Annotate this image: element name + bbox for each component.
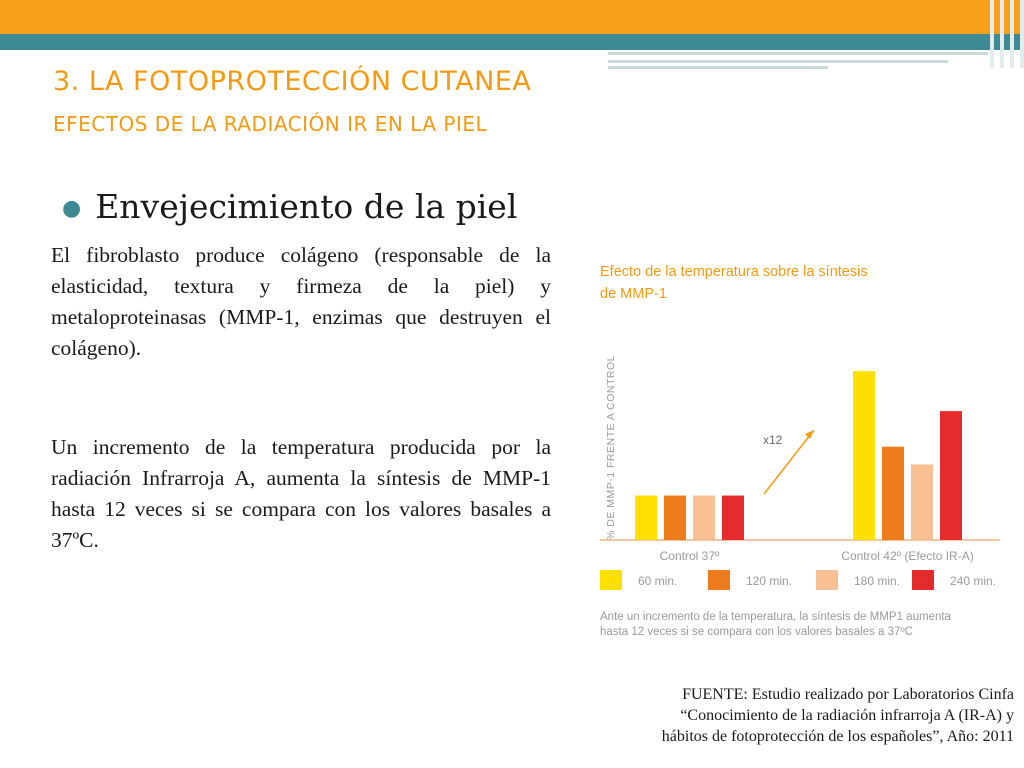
chart-annotation: x12 bbox=[763, 433, 783, 447]
legend-swatch bbox=[708, 570, 730, 590]
chart-title-line: Efecto de la temperatura sobre la síntes… bbox=[600, 264, 868, 280]
decorative-line bbox=[608, 60, 948, 63]
chart-title-line: de MMP-1 bbox=[600, 286, 667, 302]
bullet-heading: ● Envejecimiento de la piel bbox=[62, 184, 582, 232]
chart-bar bbox=[940, 411, 962, 540]
source-line: hábitos de fotoprotección de los español… bbox=[661, 728, 1014, 745]
chart-bar bbox=[693, 495, 715, 540]
legend-swatch bbox=[816, 570, 838, 590]
chart-bar bbox=[664, 495, 686, 540]
legend-label: 120 min. bbox=[746, 574, 792, 588]
chart-ylabel: % DE MMP-1 FRENTE A CONTROL bbox=[605, 355, 617, 540]
source-line: “Conocimiento de la radiación infrarroja… bbox=[680, 707, 1014, 724]
slide-title: 3. LA FOTOPROTECCIÓN CUTANEA bbox=[53, 66, 532, 97]
top-orange-bar bbox=[0, 0, 1024, 34]
paragraph-temperature: Un incremento de la temperatura producid… bbox=[51, 435, 551, 552]
chart-caption-line: Ante un incremento de la temperatura, la… bbox=[600, 611, 952, 623]
heading-text: Envejecimiento de la piel bbox=[95, 187, 518, 226]
chart-category-label: Control 37º bbox=[660, 549, 720, 563]
legend-label: 240 min. bbox=[950, 574, 996, 588]
bullet-icon: ● bbox=[62, 196, 82, 221]
decorative-line bbox=[608, 66, 828, 69]
source-citation: FUENTE: Estudio realizado por Laboratori… bbox=[594, 684, 1014, 747]
chart-bar bbox=[911, 464, 933, 540]
annotation-arrowhead-icon bbox=[805, 430, 814, 439]
chart-bar bbox=[882, 446, 904, 540]
chart-bar bbox=[635, 495, 657, 540]
chart-caption-line: hasta 12 veces si se compara con los val… bbox=[600, 626, 913, 638]
annotation-arrow-icon bbox=[763, 429, 815, 495]
decorative-vertical-lines bbox=[990, 0, 1024, 68]
decorative-line bbox=[608, 52, 988, 55]
mmp1-bar-chart: Efecto de la temperatura sobre la síntes… bbox=[600, 264, 1000, 638]
legend-swatch bbox=[912, 570, 934, 590]
paragraph-fibroblast: El fibroblasto produce colágeno (respons… bbox=[51, 243, 551, 360]
legend-swatch bbox=[600, 570, 622, 590]
legend-label: 180 min. bbox=[854, 574, 900, 588]
chart-bar bbox=[853, 371, 875, 540]
legend-label: 60 min. bbox=[638, 574, 677, 588]
top-teal-bar bbox=[0, 34, 1024, 50]
chart-category-label: Control 42º (Efecto IR-A) bbox=[841, 549, 973, 563]
chart-bar bbox=[722, 495, 744, 540]
source-line: FUENTE: Estudio realizado por Laboratori… bbox=[682, 686, 1014, 703]
slide-subtitle: EFECTOS DE LA RADIACIÓN IR EN LA PIEL bbox=[53, 112, 488, 136]
